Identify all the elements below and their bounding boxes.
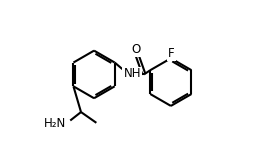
Text: F: F <box>168 47 175 60</box>
Text: NH: NH <box>123 67 141 80</box>
Text: H₂N: H₂N <box>44 117 66 130</box>
Text: O: O <box>132 43 141 56</box>
